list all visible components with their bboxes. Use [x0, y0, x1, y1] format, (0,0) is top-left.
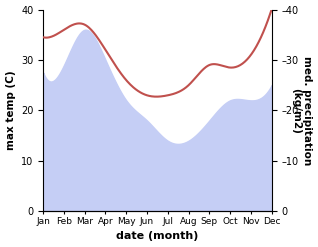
Y-axis label: max temp (C): max temp (C)	[5, 71, 16, 150]
Y-axis label: med. precipitation
(kg/m2): med. precipitation (kg/m2)	[291, 56, 313, 165]
X-axis label: date (month): date (month)	[116, 231, 198, 242]
